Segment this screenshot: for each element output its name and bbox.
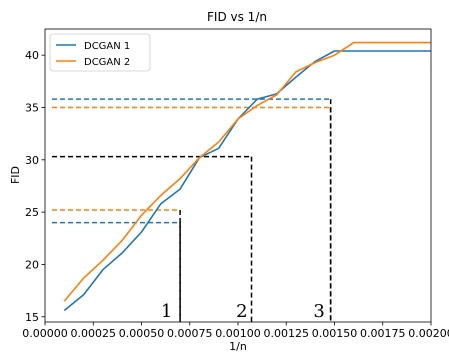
legend-label-2: DCGAN 2	[84, 57, 130, 68]
y-tick-label: 35	[25, 101, 39, 114]
annotation-1: 1	[161, 301, 172, 322]
y-tick-label: 40	[25, 49, 39, 62]
annotation-2: 2	[236, 301, 247, 322]
y-tick-label: 30	[25, 154, 39, 167]
x-tick-label: 0.00175	[360, 327, 406, 340]
plot-frame	[44, 28, 432, 323]
annotation-3: 3	[313, 301, 324, 322]
x-tick-label: 0.00025	[71, 327, 117, 340]
series-line-2	[63, 41, 431, 302]
series-line-1	[63, 50, 431, 312]
x-tick-label: 0.00150	[312, 327, 358, 340]
y-tick-label: 25	[25, 206, 39, 219]
x-axis-label: 1/n	[229, 340, 247, 353]
y-axis-label: FID	[9, 166, 22, 184]
y-tick-label: 15	[25, 311, 39, 324]
legend-label-1: DCGAN 1	[84, 41, 130, 52]
legend: DCGAN 1 DCGAN 2	[49, 33, 151, 72]
x-tick-label: 0.00000	[22, 327, 68, 340]
x-tick-label: 0.00100	[215, 327, 261, 340]
x-tick-label: 0.00075	[167, 327, 213, 340]
x-tick-label: 0.00125	[264, 327, 310, 340]
chart-title: FID vs 1/n	[207, 10, 267, 24]
x-tick-label: 0.00050	[119, 327, 165, 340]
x-tick-label: 0.00200	[408, 327, 449, 340]
y-tick-label: 20	[25, 258, 39, 271]
